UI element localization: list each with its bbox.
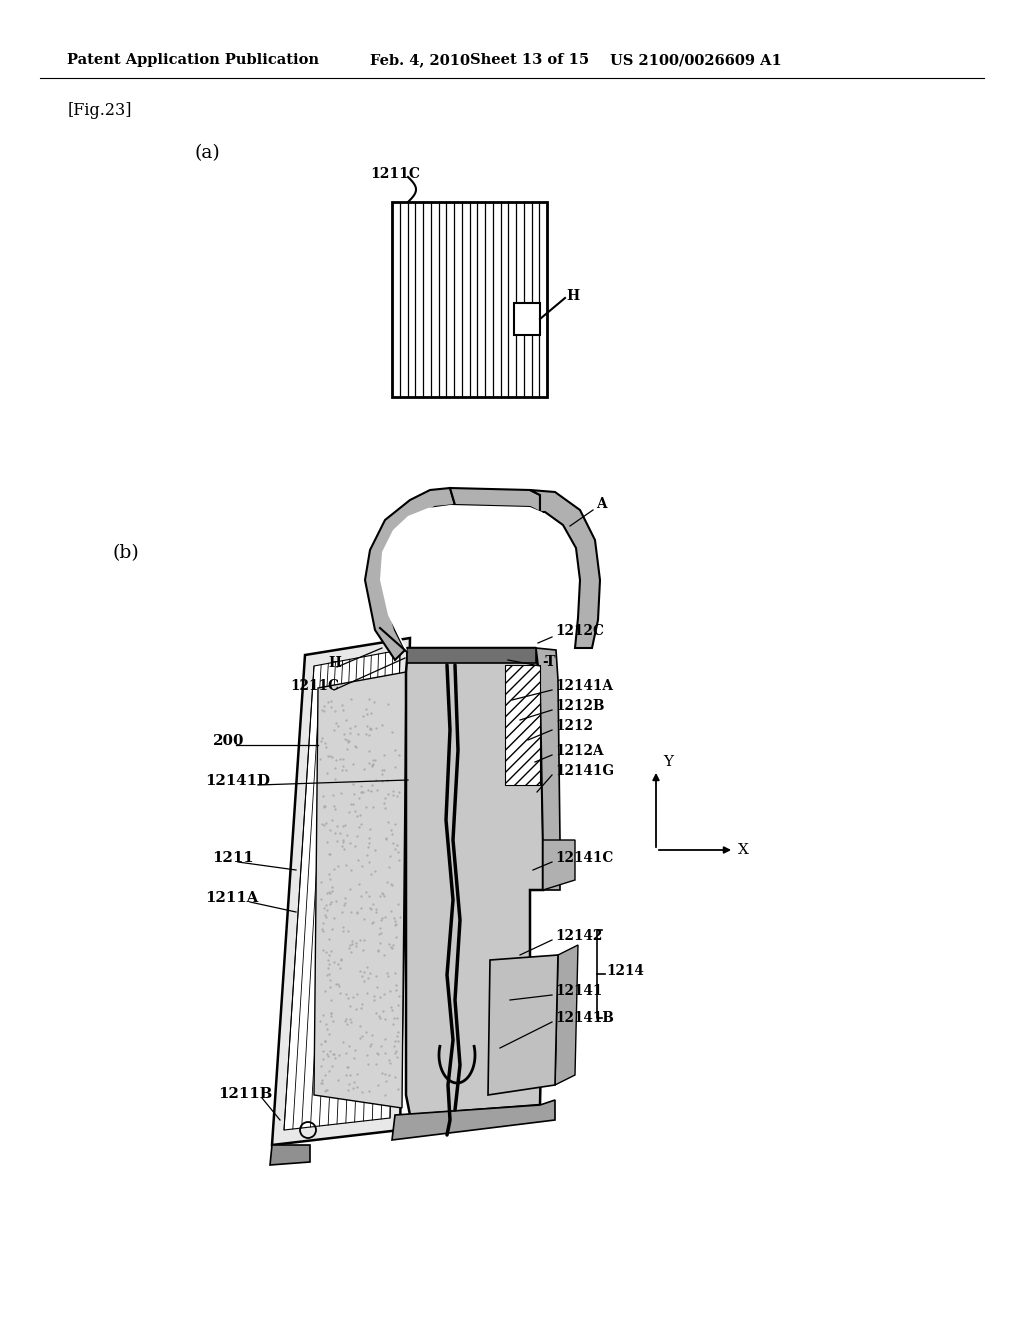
Polygon shape	[270, 1144, 310, 1166]
Text: H: H	[566, 289, 580, 304]
Text: X: X	[738, 843, 749, 857]
Polygon shape	[392, 1100, 555, 1140]
Text: (b): (b)	[113, 544, 139, 562]
Text: 12142: 12142	[555, 929, 602, 942]
Text: (a): (a)	[195, 144, 221, 162]
Text: Feb. 4, 2010: Feb. 4, 2010	[370, 53, 470, 67]
Polygon shape	[272, 638, 410, 1144]
Text: 1211A: 1211A	[205, 891, 258, 906]
Text: 1211C: 1211C	[370, 168, 420, 181]
Polygon shape	[284, 649, 400, 1130]
Text: H: H	[328, 656, 341, 671]
Polygon shape	[530, 490, 600, 648]
Polygon shape	[380, 506, 572, 652]
Polygon shape	[543, 840, 575, 890]
Text: US 2100/0026609 A1: US 2100/0026609 A1	[610, 53, 781, 67]
Polygon shape	[365, 488, 455, 660]
Text: 12141: 12141	[555, 983, 602, 998]
Text: 1211B: 1211B	[218, 1086, 272, 1101]
Text: Sheet 13 of 15: Sheet 13 of 15	[470, 53, 589, 67]
Text: 1211C: 1211C	[290, 678, 339, 693]
Text: 12141D: 12141D	[205, 774, 270, 788]
Polygon shape	[505, 665, 540, 785]
Polygon shape	[314, 672, 406, 1107]
Text: 12141A: 12141A	[555, 678, 613, 693]
Text: 12141C: 12141C	[555, 851, 613, 865]
Text: [Fig.23]: [Fig.23]	[68, 102, 132, 119]
Text: A: A	[596, 498, 606, 511]
Bar	[392, 202, 547, 397]
Polygon shape	[536, 648, 560, 890]
Text: 12141G: 12141G	[555, 764, 614, 777]
Text: 1214: 1214	[606, 964, 644, 978]
Text: 1212: 1212	[555, 719, 593, 733]
Text: Y: Y	[663, 755, 673, 770]
Text: 1212B: 1212B	[555, 700, 604, 713]
Text: 200: 200	[213, 734, 245, 748]
Text: 12141B: 12141B	[555, 1011, 613, 1026]
Text: 1212A: 1212A	[555, 744, 603, 758]
Text: 1211: 1211	[212, 851, 254, 865]
Polygon shape	[406, 648, 543, 1115]
Bar	[514, 304, 540, 335]
Polygon shape	[407, 648, 536, 663]
Text: Patent Application Publication: Patent Application Publication	[67, 53, 319, 67]
Polygon shape	[488, 954, 558, 1096]
Polygon shape	[450, 488, 540, 512]
Text: -T: -T	[542, 655, 555, 669]
Text: 1212C: 1212C	[555, 624, 604, 638]
Polygon shape	[555, 945, 578, 1085]
